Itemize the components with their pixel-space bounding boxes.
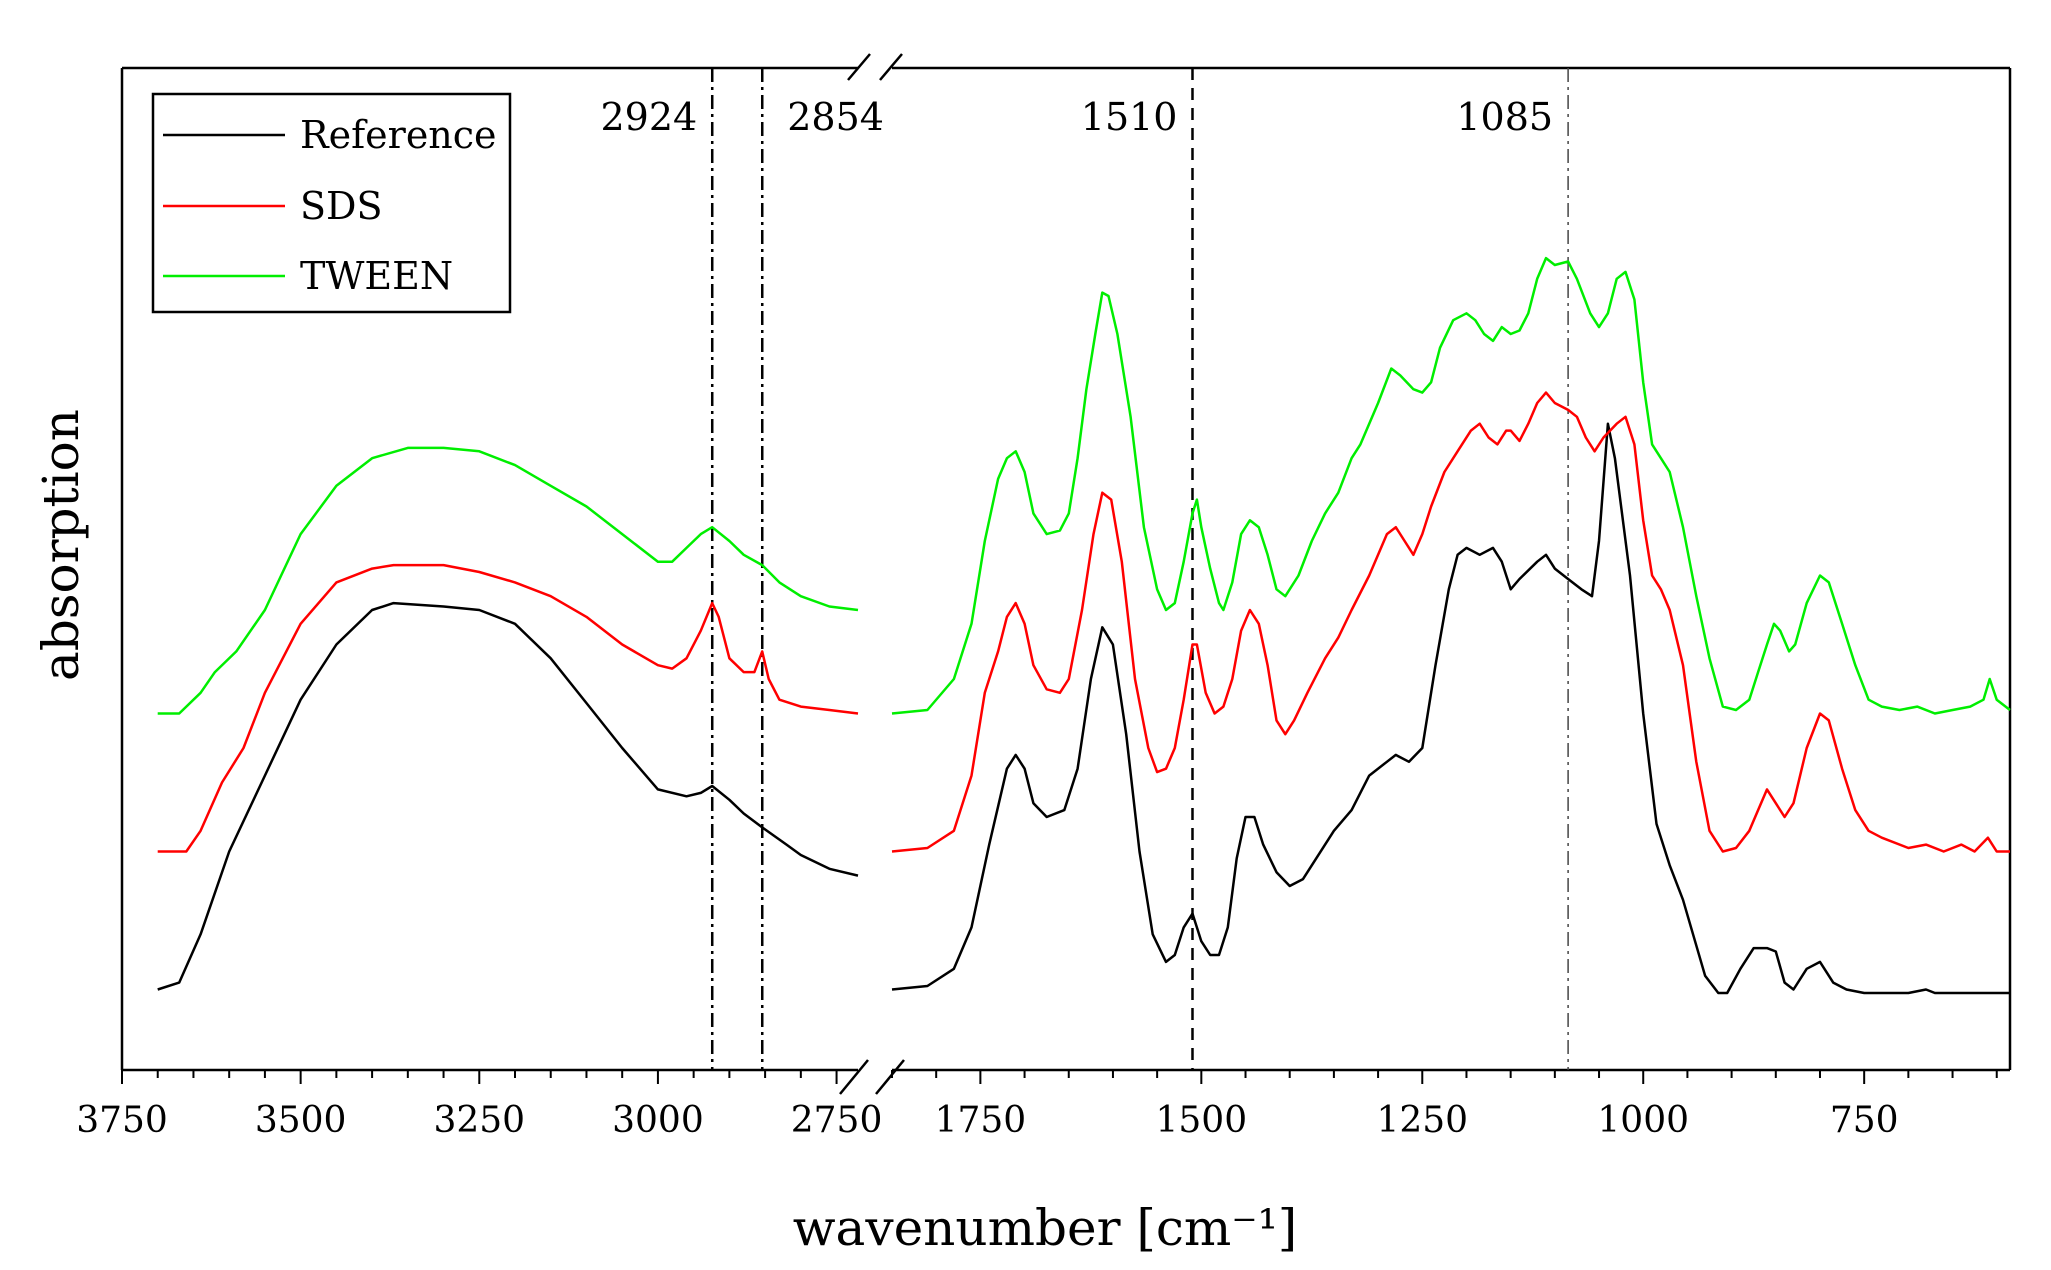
- legend-label-tween: TWEEN: [300, 254, 453, 298]
- annotation-labels: 2924 2854 1510 1085: [601, 95, 1554, 139]
- x-tick-label-2750: 2750: [791, 1100, 883, 1141]
- series-sds-segment-2: [891, 391, 2010, 853]
- x-axis-title: wavenumber [cm⁻¹]: [793, 1199, 1298, 1257]
- series-tween-segment-2: [891, 256, 2011, 715]
- annotation-label-2854: 2854: [787, 95, 884, 139]
- annotation-label-2924: 2924: [601, 95, 698, 139]
- x-axis-ticks: [121, 1070, 1998, 1084]
- x-tick-label-1750: 1750: [935, 1100, 1027, 1141]
- series-lines: [157, 256, 2011, 995]
- x-tick-label-3250: 3250: [433, 1100, 525, 1141]
- axes-frame: [120, 66, 2012, 1072]
- break-mark-top-2: [879, 53, 903, 81]
- x-tick-label-3000: 3000: [612, 1100, 704, 1141]
- y-axis-title: absorption: [32, 409, 90, 681]
- legend: Reference SDS TWEEN: [151, 92, 512, 314]
- annotation-label-1510: 1510: [1081, 95, 1178, 139]
- x-tick-label-3500: 3500: [255, 1100, 347, 1141]
- x-tick-label-1500: 1500: [1156, 1100, 1248, 1141]
- x-axis-tick-labels: 2750 3000 3250 3500 3750 750 1000 1250 1500 1750: [76, 1100, 1898, 1141]
- series-tween-segment-1: [157, 446, 859, 715]
- break-mark-bottom-1: [839, 1059, 869, 1095]
- x-tick-label-1250: 1250: [1376, 1100, 1468, 1141]
- legend-label-sds: SDS: [300, 184, 383, 228]
- break-mark-top-1: [847, 53, 871, 81]
- series-reference-segment-1: [157, 601, 859, 991]
- annotation-label-1085: 1085: [1456, 95, 1553, 139]
- series-reference-segment-2: [891, 422, 2010, 995]
- legend-label-reference: Reference: [300, 113, 497, 157]
- axis-break-marks: [839, 53, 905, 1095]
- break-mark-bottom-2: [875, 1059, 905, 1095]
- series-sds-segment-1: [157, 563, 859, 853]
- annotation-lines: [710, 68, 1569, 1070]
- x-tick-label-750: 750: [1830, 1100, 1899, 1141]
- x-tick-label-3750: 3750: [76, 1100, 168, 1141]
- x-tick-label-1000: 1000: [1597, 1100, 1689, 1141]
